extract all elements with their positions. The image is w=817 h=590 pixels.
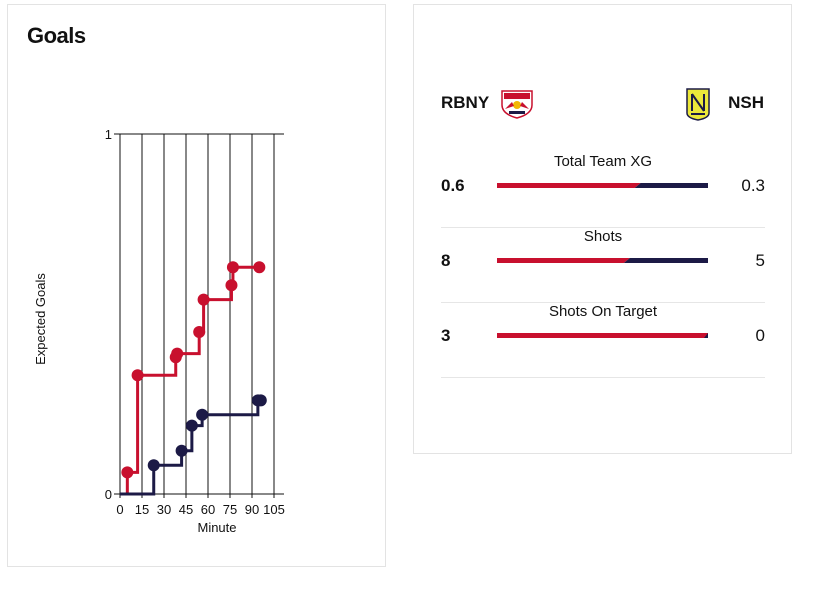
x-tick-label: 30	[157, 502, 171, 517]
stat-label: Total Team XG	[553, 153, 653, 170]
stat-label: Shots On Target	[548, 303, 658, 320]
home-team-name: RBNY	[441, 93, 490, 112]
goals-chart: 0 15 30 45 60 75 90 105 0 1 Minute Expected Goals	[33, 127, 285, 535]
stat-away-value: 0.3	[741, 176, 765, 195]
shot-point-rbny	[121, 466, 134, 479]
away-bar-segment	[704, 333, 708, 338]
home-bar-segment	[497, 258, 630, 263]
stat-row-shots: Shots 8 5	[441, 228, 765, 303]
goals-card: Goals 0 15 30 45 60 75 90 105 0 1 Minute Expected G…	[7, 4, 386, 567]
stat-home-value: 3	[441, 326, 451, 345]
away-team-name: NSH	[728, 93, 764, 112]
y-tick-label: 1	[105, 127, 112, 142]
x-tick-label: 90	[245, 502, 259, 517]
nsh-logo-icon	[685, 87, 711, 126]
x-tick-label: 15	[135, 502, 149, 517]
shot-point-nsh	[196, 408, 209, 421]
x-axis-label: Minute	[197, 520, 236, 535]
goals-title: Goals	[27, 23, 86, 48]
shot-point-rbny	[225, 279, 238, 292]
shot-point-nsh	[175, 444, 188, 457]
stat-label: Shots	[583, 228, 623, 245]
stat-home-value: 0.6	[441, 176, 465, 195]
x-tick-label: 60	[201, 502, 215, 517]
shot-point-nsh	[185, 419, 198, 432]
shot-point-nsh	[254, 394, 267, 407]
x-tick-label: 45	[179, 502, 193, 517]
shot-point-rbny	[131, 369, 144, 382]
away-bar-segment	[634, 183, 708, 188]
y-tick-label: 0	[105, 487, 112, 502]
stat-row-shots-on-target: Shots On Target 3 0	[441, 303, 765, 378]
stat-comparison-bar	[497, 333, 708, 338]
stat-away-value: 5	[755, 251, 765, 270]
stat-comparison-bar	[497, 258, 708, 263]
stats-card: RBNY NSH Total Team XG 0.6 0.3 Shots 8 5…	[413, 4, 792, 454]
x-tick-label: 0	[116, 502, 123, 517]
rbny-logo-icon	[500, 87, 534, 124]
stat-comparison-bar	[497, 183, 708, 188]
home-bar-segment	[497, 183, 641, 188]
shot-point-rbny	[253, 261, 266, 274]
y-axis-label: Expected Goals	[33, 273, 48, 365]
stat-home-value: 8	[441, 251, 451, 270]
x-tick-label: 105	[263, 502, 285, 517]
stat-away-value: 0	[755, 326, 765, 345]
series-line-nsh	[120, 398, 261, 496]
x-tick-label: 75	[223, 502, 237, 517]
shot-point-rbny	[226, 261, 239, 274]
shot-point-rbny	[193, 326, 206, 338]
shot-point-rbny	[197, 293, 210, 306]
shot-point-nsh	[147, 459, 160, 472]
shot-point-rbny	[171, 347, 184, 360]
away-bar-segment	[623, 258, 708, 263]
stat-row-total-team-xg: Total Team XG 0.6 0.3	[441, 153, 765, 228]
series-line-rbny	[120, 265, 260, 496]
home-bar-segment	[497, 333, 708, 338]
